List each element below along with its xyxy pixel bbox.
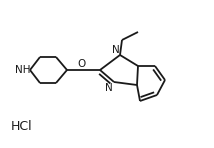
Text: N: N: [105, 83, 113, 93]
Text: O: O: [77, 59, 85, 69]
Text: N: N: [112, 45, 120, 55]
Text: HCl: HCl: [11, 119, 33, 132]
Text: NH: NH: [15, 65, 31, 75]
